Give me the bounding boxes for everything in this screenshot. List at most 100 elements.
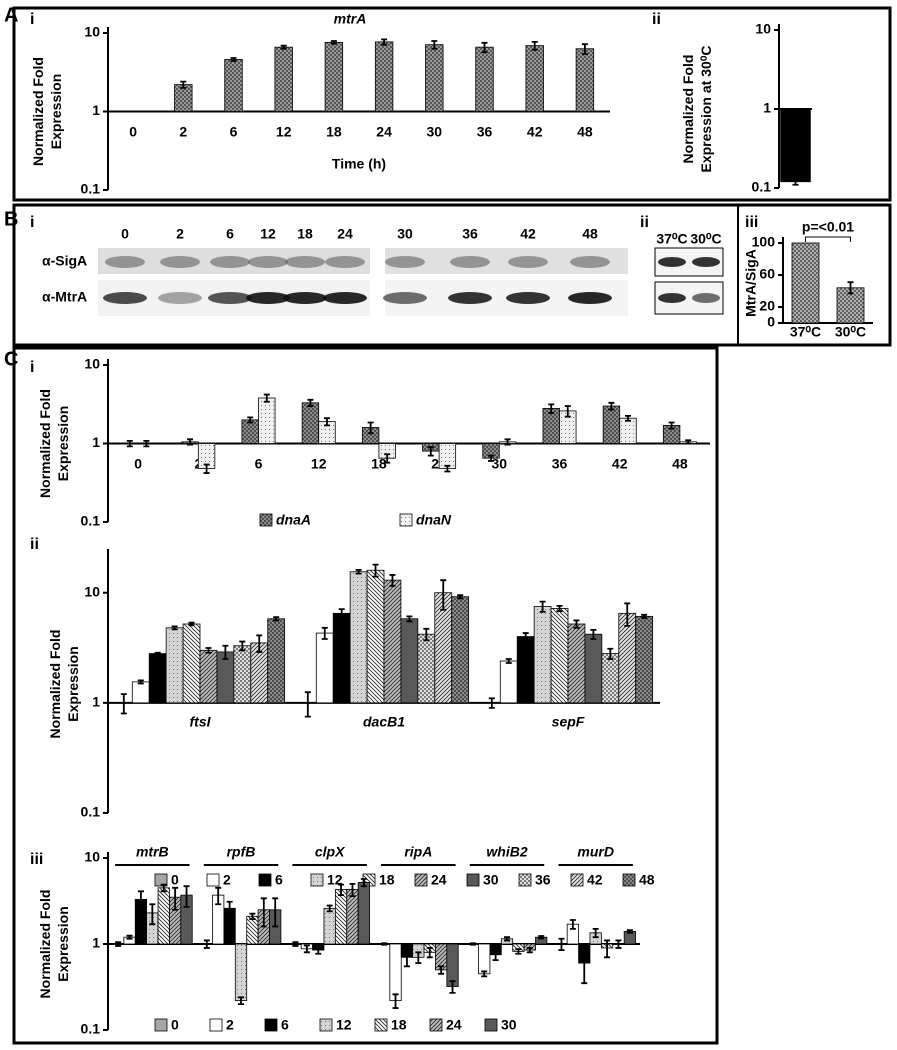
- error-bar: [203, 939, 210, 949]
- error-bar: [172, 886, 179, 911]
- lane-label: 12: [260, 226, 276, 242]
- bar: [234, 943, 248, 1001]
- error-bar: [381, 942, 388, 946]
- legend-swatch: [518, 873, 532, 887]
- y-axis-label: Normalized Fold Expression: [30, 57, 64, 166]
- blot-band: [103, 292, 147, 304]
- error-bar: [389, 574, 396, 587]
- error-bar: [256, 634, 263, 653]
- error-bar: [481, 41, 488, 54]
- blot-band: [285, 256, 325, 268]
- error-bar: [249, 912, 256, 920]
- panel-label: iii: [745, 214, 758, 231]
- error-bar: [360, 878, 367, 888]
- x-tick-label: 2: [179, 124, 187, 140]
- legend-swatch: [154, 1018, 168, 1032]
- x-tick-label: 48: [672, 456, 688, 472]
- legend-label: 42: [587, 872, 603, 888]
- legend-swatch: [258, 873, 272, 887]
- lane-label: 30: [397, 226, 413, 242]
- bar: [417, 633, 436, 704]
- error-bar: [137, 890, 144, 911]
- legend-swatch: [414, 873, 428, 887]
- blot-band: [658, 257, 686, 267]
- x-tick-label: 48: [577, 124, 593, 140]
- x-tick-label: dacB1: [363, 714, 405, 730]
- error-bar: [531, 41, 538, 51]
- error-bar: [273, 616, 280, 622]
- y-tick-label: 0.1: [81, 804, 101, 820]
- error-bar: [488, 697, 495, 709]
- error-bar: [581, 43, 588, 55]
- y-tick-label: 10: [84, 583, 100, 599]
- legend-label: 24: [431, 872, 447, 888]
- temp-label: 30⁰C: [690, 231, 721, 247]
- error-bar: [226, 900, 233, 918]
- error-bar: [203, 463, 210, 474]
- legend-swatch: [259, 513, 273, 527]
- y-tick-label: 0.1: [81, 1021, 101, 1037]
- panel-label: ii: [30, 536, 39, 553]
- x-tick-label: 36: [477, 124, 493, 140]
- blot-band: [568, 292, 612, 304]
- bar: [400, 618, 419, 704]
- legend-swatch: [622, 873, 636, 887]
- legend-label: 30: [501, 1017, 517, 1033]
- blot-band: [448, 292, 492, 304]
- error-bar: [149, 903, 156, 926]
- error-bar: [381, 38, 388, 46]
- error-bar: [126, 934, 133, 940]
- blot-band: [283, 292, 327, 304]
- panel-c-frame: [12, 346, 719, 1045]
- panel-b-frame: [12, 203, 892, 347]
- error-bar: [427, 446, 434, 457]
- chart-title: mtrA: [334, 11, 367, 27]
- error-bar: [239, 640, 246, 652]
- bar: [334, 889, 348, 945]
- error-bar: [481, 970, 488, 978]
- error-bar: [438, 965, 445, 975]
- temp-label: 37⁰C: [656, 231, 687, 247]
- blot-band: [570, 256, 610, 268]
- bar: [780, 108, 811, 183]
- x-tick-label: 18: [371, 456, 387, 472]
- blot-band: [323, 292, 367, 304]
- lane-label: 18: [297, 226, 313, 242]
- error-bar: [469, 942, 476, 946]
- error-bar: [569, 919, 576, 930]
- blot-band: [450, 256, 490, 268]
- error-bar: [608, 401, 615, 411]
- y-tick-label: 1: [92, 694, 100, 710]
- error-bar: [326, 904, 333, 913]
- error-bar: [315, 945, 322, 955]
- x-tick-label: murD: [577, 844, 614, 860]
- error-bar: [685, 439, 692, 445]
- bar: [533, 606, 552, 704]
- bar: [438, 443, 457, 469]
- error-bar: [423, 627, 430, 642]
- y-tick-label: 1: [92, 434, 100, 450]
- lane-label: 2: [176, 226, 184, 242]
- legend-swatch: [466, 873, 480, 887]
- legend-label: 0: [171, 1017, 179, 1033]
- error-bar: [120, 693, 127, 715]
- panel-label: iii: [30, 851, 43, 868]
- error-bar: [187, 438, 194, 446]
- bar: [157, 887, 170, 945]
- error-bar: [171, 625, 178, 631]
- x-tick-label: 37⁰C: [790, 324, 821, 340]
- row-label: α-MtrA: [42, 289, 87, 305]
- error-bar: [522, 632, 529, 642]
- bar: [357, 882, 370, 945]
- x-tick-label: rpfB: [227, 844, 256, 860]
- bar: [550, 608, 569, 704]
- error-bar: [515, 948, 522, 955]
- y-tick-label: 10: [755, 21, 771, 37]
- error-bar: [303, 944, 310, 954]
- error-bar: [624, 602, 631, 627]
- bar: [475, 46, 494, 112]
- error-bar: [330, 40, 337, 45]
- error-bar: [367, 421, 374, 435]
- x-tick-label: 30: [427, 124, 443, 140]
